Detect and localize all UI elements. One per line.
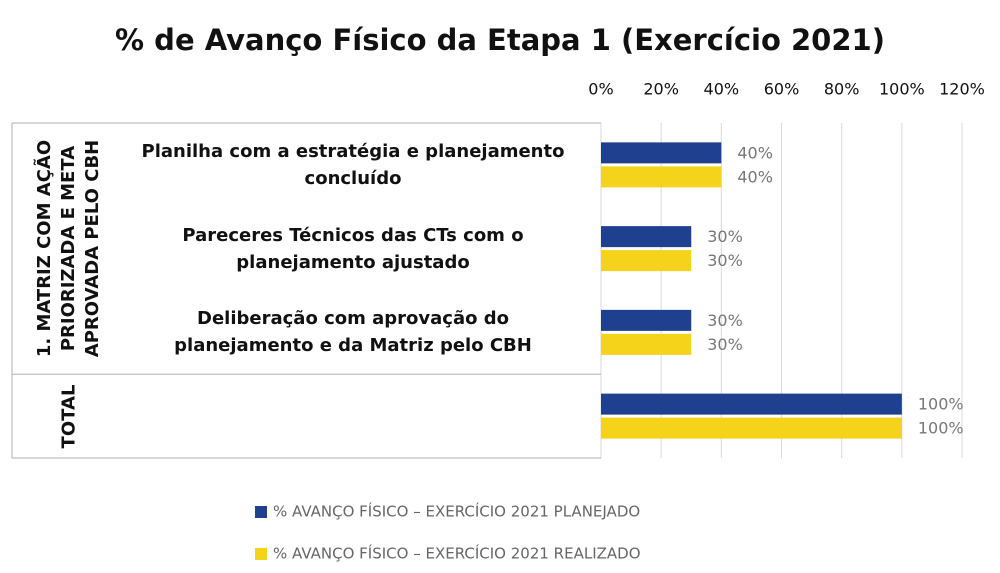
legend-label: % AVANÇO FÍSICO – EXERCÍCIO 2021 PLANEJA… xyxy=(273,502,640,521)
x-tick-label: 60% xyxy=(764,80,800,99)
legend-swatch xyxy=(255,548,267,560)
group-label: 1. MATRIZ COM AÇÃO PRIORIZADA E META APR… xyxy=(33,139,103,358)
legend-swatch xyxy=(255,506,267,518)
legend-label: % AVANÇO FÍSICO – EXERCÍCIO 2021 REALIZA… xyxy=(273,544,641,563)
value-label: 40% xyxy=(737,167,773,186)
bar xyxy=(601,333,692,355)
value-label: 100% xyxy=(918,419,964,438)
value-label: 30% xyxy=(707,311,743,330)
bar xyxy=(601,393,902,415)
chart-title: % de Avanço Físico da Etapa 1 (Exercício… xyxy=(115,23,885,57)
x-tick-label: 20% xyxy=(643,80,679,99)
x-tick-label: 40% xyxy=(704,80,740,99)
bar xyxy=(601,142,722,164)
value-label: 30% xyxy=(707,335,743,354)
category-label: Pareceres Técnicos das CTs com o planeja… xyxy=(182,224,524,273)
x-tick-label: 120% xyxy=(939,80,985,99)
category-label: Planilha com a estratégia e planejamento… xyxy=(141,140,565,189)
x-tick-label: 100% xyxy=(879,80,925,99)
x-tick-label: 80% xyxy=(824,80,860,99)
x-tick-label: 0% xyxy=(588,80,613,99)
value-label: 100% xyxy=(918,395,964,414)
group-label: TOTAL xyxy=(57,384,79,449)
category-label: Deliberação com aprovação do planejament… xyxy=(174,308,532,357)
value-label: 30% xyxy=(707,251,743,270)
bar xyxy=(601,250,692,272)
value-label: 40% xyxy=(737,143,773,162)
value-label: 30% xyxy=(707,227,743,246)
bar xyxy=(601,166,722,188)
bar xyxy=(601,226,692,248)
bar xyxy=(601,309,692,331)
bar xyxy=(601,417,902,439)
